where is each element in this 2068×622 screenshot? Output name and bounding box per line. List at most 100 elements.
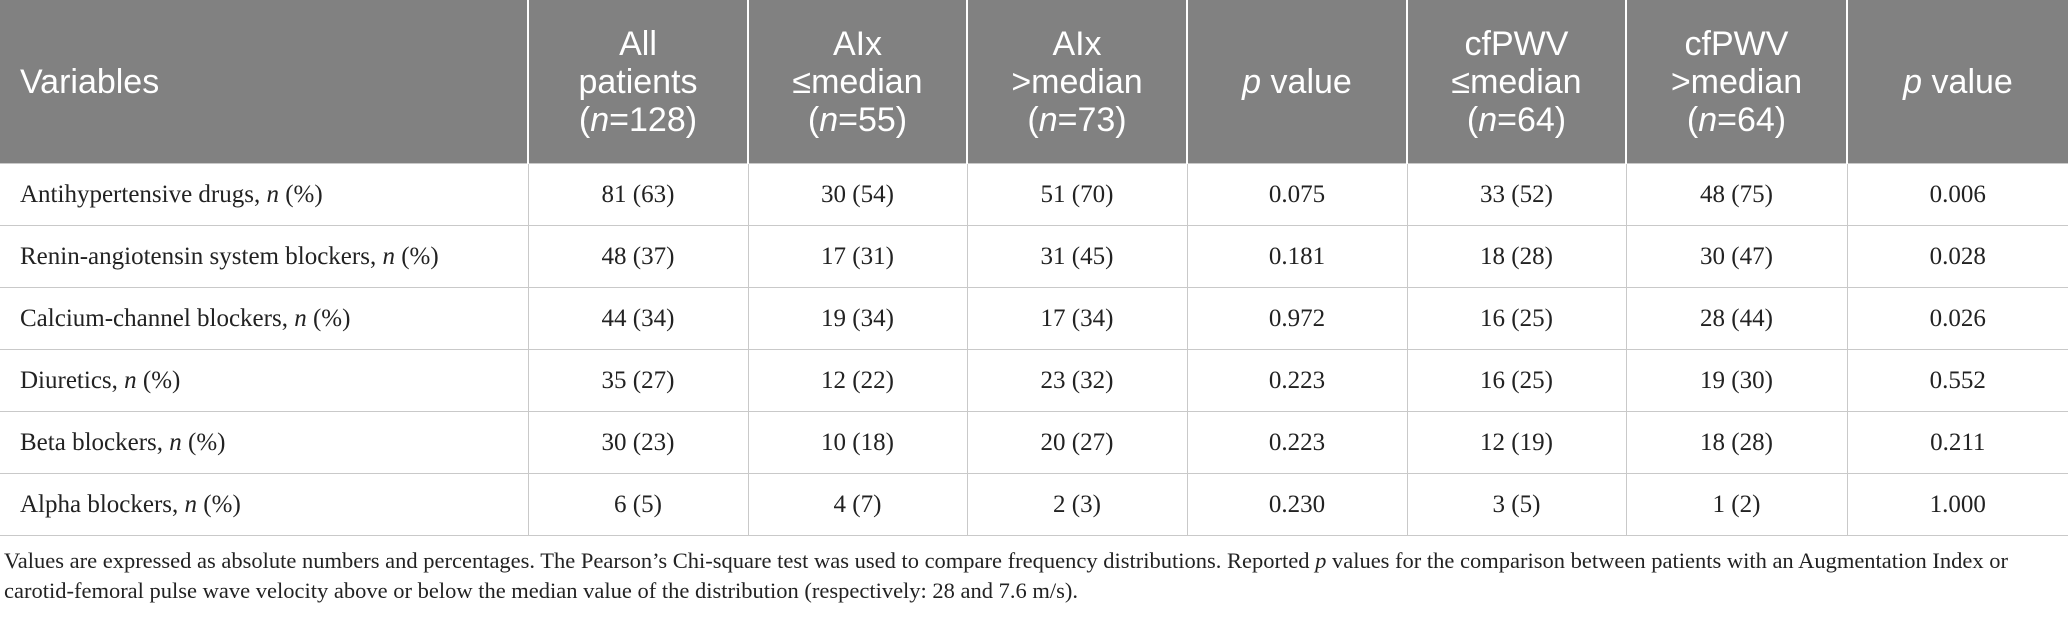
text-segment: cfPWV: [1464, 24, 1569, 63]
table-cell: 0.028: [1846, 225, 2068, 288]
table-cell: 2 (3): [966, 473, 1188, 536]
text-segment: AIx: [1052, 24, 1102, 63]
table-cell: 4 (7): [747, 473, 968, 536]
footnote: Values are expressed as absolute numbers…: [0, 536, 2068, 606]
table-cell: 19 (34): [747, 287, 968, 350]
table-cell: 81 (63): [527, 163, 749, 226]
text-segment: Variables: [20, 62, 160, 101]
text-segment: n: [266, 180, 279, 208]
table-row: Renin-angiotensin system blockers, n (%)…: [0, 225, 2068, 288]
table-row: Diuretics, n (%) 35 (27) 12 (22) 23 (32) 0.2…: [0, 349, 2068, 412]
text-segment: n: [590, 100, 610, 139]
text-segment: n: [1698, 100, 1718, 139]
header-cell: All patients (n=128): [527, 0, 748, 164]
header-cell: AIx >median (n=73): [966, 0, 1187, 164]
text-segment: n: [1038, 100, 1058, 139]
table-cell: 0.075: [1186, 163, 1408, 226]
header-line: (n=64): [1635, 101, 1838, 139]
table-cell: 16 (25): [1406, 349, 1627, 412]
text-segment: (: [1686, 100, 1699, 139]
table-cell: 18 (28): [1625, 411, 1848, 474]
table-cell: 0.223: [1186, 349, 1408, 412]
text-segment: value: [1922, 62, 2013, 101]
text-segment: AIx: [832, 24, 883, 63]
table-cell: 0.211: [1846, 411, 2068, 474]
header-cell: Variables: [0, 0, 528, 164]
table-cell: 35 (27): [527, 349, 749, 412]
table-cell: 0.181: [1186, 225, 1408, 288]
table-row: Calcium-channel blockers, n (%) 44 (34) 19…: [0, 287, 2068, 350]
text-segment: cfPWV: [1684, 24, 1789, 63]
header-line: Variables: [20, 63, 519, 101]
header-line: (n=55): [757, 101, 958, 139]
text-segment: p: [1242, 62, 1262, 101]
text-segment: p: [1315, 548, 1327, 573]
header-line: cfPWV: [1416, 25, 1617, 63]
header-line: cfPWV: [1635, 25, 1838, 63]
text-segment: n: [124, 366, 137, 394]
text-segment: (%): [181, 428, 226, 456]
header-row: Variables All patients (n=128) AIx ≤median (n=…: [0, 0, 2068, 164]
table-cell: 0.230: [1186, 473, 1408, 536]
table-cell: 12 (22): [747, 349, 968, 412]
text-segment: (%): [197, 490, 241, 518]
text-segment: =73): [1057, 100, 1127, 139]
table-row: Alpha blockers, n (%) 6 (5) 4 (7) 2 (3) 0.23…: [0, 473, 2068, 536]
text-segment: n: [1478, 100, 1498, 139]
table-cell: 31 (45): [966, 225, 1188, 288]
table-cell: 1 (2): [1625, 473, 1848, 536]
table-cell: 16 (25): [1406, 287, 1627, 350]
text-segment: (%): [136, 366, 181, 394]
text-segment: Calcium-channel blockers,: [20, 304, 295, 332]
header-line: p value: [1856, 63, 2060, 101]
data-table: Variables All patients (n=128) AIx ≤median (n=…: [0, 0, 2068, 536]
row-label: Diuretics, n (%): [0, 349, 529, 412]
header-line: (n=128): [537, 101, 739, 139]
text-segment: >median: [1670, 62, 1803, 101]
text-segment: values for the comparison between patien…: [4, 548, 2009, 603]
row-label: Alpha blockers, n (%): [0, 473, 529, 536]
table-cell: 19 (30): [1625, 349, 1848, 412]
header-line: (n=73): [976, 101, 1178, 139]
text-segment: Beta blockers,: [20, 428, 170, 456]
text-segment: Alpha blockers,: [20, 490, 185, 518]
header-cell: AIx ≤median (n=55): [747, 0, 967, 164]
header-line: patients: [537, 63, 739, 101]
text-segment: ≤median: [792, 62, 923, 101]
text-segment: ≤median: [1451, 62, 1582, 101]
table-cell: 48 (37): [527, 225, 749, 288]
table-cell: 12 (19): [1406, 411, 1627, 474]
table-cell: 10 (18): [747, 411, 968, 474]
header-line: >median: [976, 63, 1178, 101]
table-cell: 20 (27): [966, 411, 1188, 474]
table-cell: 17 (34): [966, 287, 1188, 350]
table-row: Antihypertensive drugs, n (%) 81 (63) 30 (…: [0, 163, 2068, 226]
table-cell: 0.552: [1846, 349, 2068, 412]
text-segment: (%): [306, 304, 351, 332]
table-cell: 33 (52): [1406, 163, 1627, 226]
text-segment: All: [619, 24, 657, 63]
table-body: Antihypertensive drugs, n (%) 81 (63) 30 (…: [0, 163, 2068, 536]
text-segment: n: [169, 428, 182, 456]
header-cell: p value: [1186, 0, 1407, 164]
text-segment: Antihypertensive drugs,: [20, 180, 267, 208]
text-segment: n: [382, 242, 395, 270]
header-line: AIx: [757, 25, 958, 63]
table-cell: 30 (23): [527, 411, 749, 474]
row-label: Beta blockers, n (%): [0, 411, 529, 474]
text-segment: n: [294, 304, 307, 332]
row-label: Renin-angiotensin system blockers, n (%): [0, 225, 529, 288]
header-cell: cfPWV ≤median (n=64): [1406, 0, 1626, 164]
text-segment: (: [578, 100, 591, 139]
text-segment: p: [1903, 62, 1923, 101]
header-cell: p value: [1846, 0, 2068, 164]
text-segment: Values are expressed as absolute numbers…: [4, 548, 1316, 573]
table-cell: 18 (28): [1406, 225, 1627, 288]
row-label: Antihypertensive drugs, n (%): [0, 163, 529, 226]
header-line: ≤median: [757, 63, 958, 101]
header-line: AIx: [976, 25, 1178, 63]
text-segment: (%): [278, 180, 323, 208]
table-cell: 1.000: [1846, 473, 2068, 536]
header-cell: cfPWV >median (n=64): [1625, 0, 1847, 164]
